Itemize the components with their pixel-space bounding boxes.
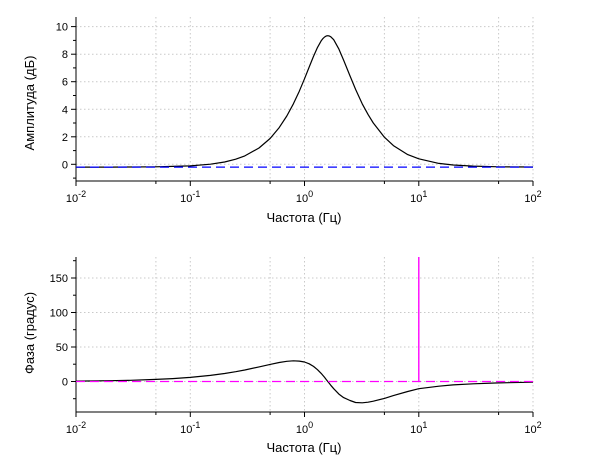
x-tick-label: 10-2 [66,189,86,205]
frequency-axis-title-bottom: Частота (Гц) [266,440,342,455]
x-tick-label: 10-2 [66,420,86,436]
x-tick-label: 100 [296,189,313,205]
y-tick-label: 8 [62,49,68,61]
x-tick-label: 101 [410,420,427,436]
frequency-axis-title-top: Частота (Гц) [266,210,342,225]
x-tick-label: 102 [524,189,541,205]
y-tick-label: 2 [62,132,68,144]
y-tick-label: 100 [50,308,68,320]
amplitude-chart: 0 2 4 6 8 10 10-2 10-1 100 101 102 [56,17,542,205]
y-tick-label: 50 [56,342,68,354]
phase-axis-title: Фаза (градус) [22,291,37,375]
amplitude-curve [76,35,534,168]
x-tick-label: 102 [524,420,541,436]
y-tick-label: 4 [62,104,68,116]
x-tick-label: 10-1 [180,189,200,205]
y-tick-label: 150 [50,273,68,285]
y-tick-label: 0 [62,159,68,171]
y-tick-label: 6 [62,77,68,89]
x-tick-label: 100 [296,420,313,436]
x-tick-label: 101 [410,189,427,205]
y-tick-label: 0 [62,377,68,389]
phase-chart: 0 50 100 150 10-2 10-1 100 101 102 [50,257,542,436]
x-tick-label: 10-1 [180,420,200,436]
phase-curve [75,360,534,404]
amplitude-axis-title: Амплитуда (дБ) [22,55,37,151]
y-tick-label: 10 [56,22,68,34]
